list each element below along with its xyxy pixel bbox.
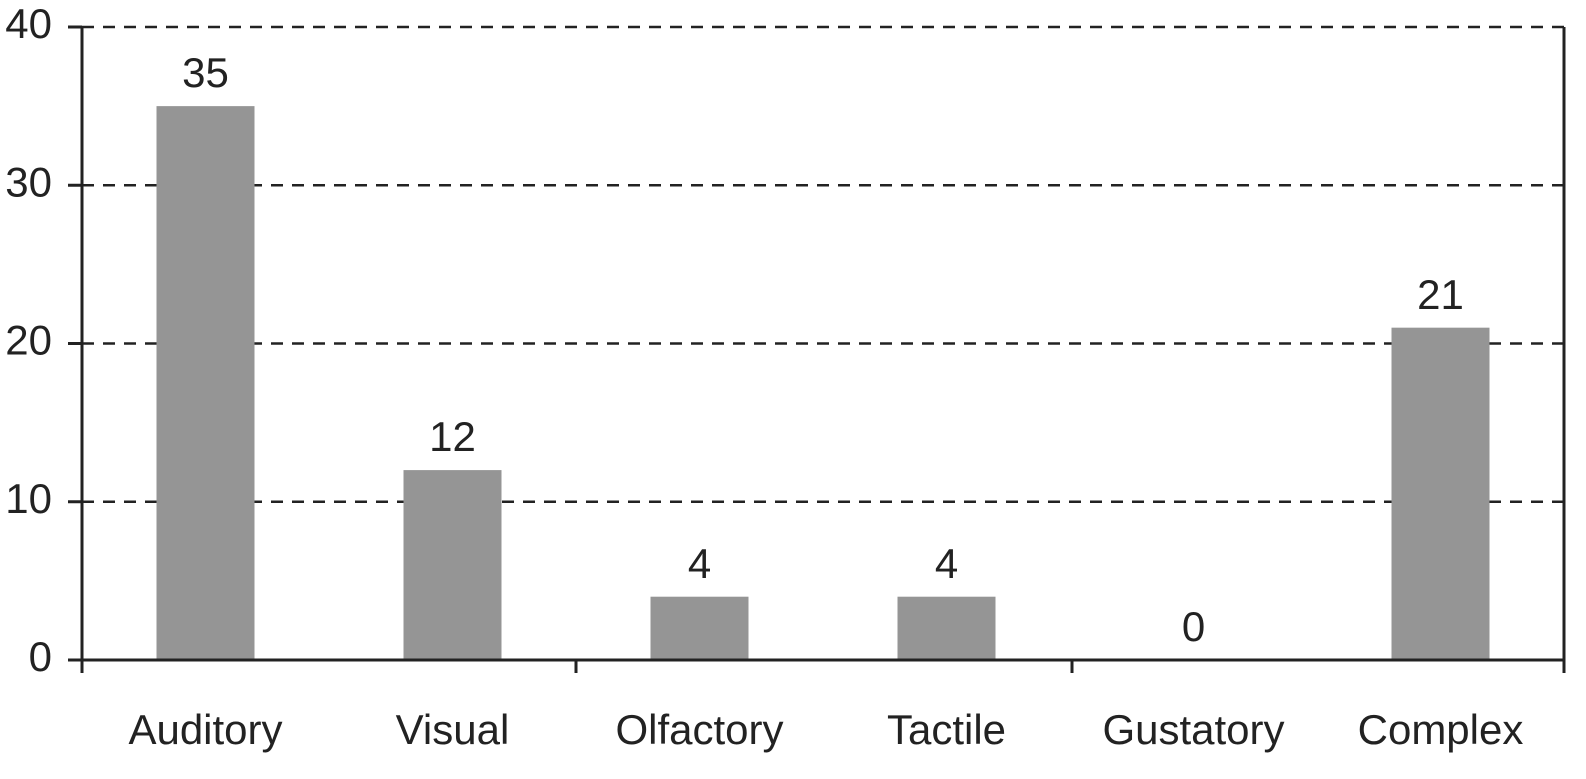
value-label: 12 <box>429 413 476 460</box>
x-tick-label: Complex <box>1358 706 1524 753</box>
x-tick-label: Auditory <box>128 706 282 753</box>
value-label: 21 <box>1417 271 1464 318</box>
bar <box>403 470 502 660</box>
x-tick-label: Gustatory <box>1102 706 1284 753</box>
bar <box>156 106 255 660</box>
value-label: 4 <box>935 540 958 587</box>
bar <box>1391 327 1490 660</box>
y-tick-label: 10 <box>5 475 52 522</box>
value-label: 4 <box>688 540 711 587</box>
bar <box>897 596 996 660</box>
y-tick-label: 20 <box>5 317 52 364</box>
y-tick-label: 40 <box>5 0 52 47</box>
x-tick-label: Tactile <box>887 706 1006 753</box>
x-tick-label: Olfactory <box>615 706 783 753</box>
value-label: 0 <box>1182 603 1205 650</box>
y-tick-label: 30 <box>5 158 52 205</box>
value-label: 35 <box>182 49 229 96</box>
x-tick-label: Visual <box>396 706 510 753</box>
bar <box>650 596 749 660</box>
y-tick-label: 0 <box>29 633 52 680</box>
